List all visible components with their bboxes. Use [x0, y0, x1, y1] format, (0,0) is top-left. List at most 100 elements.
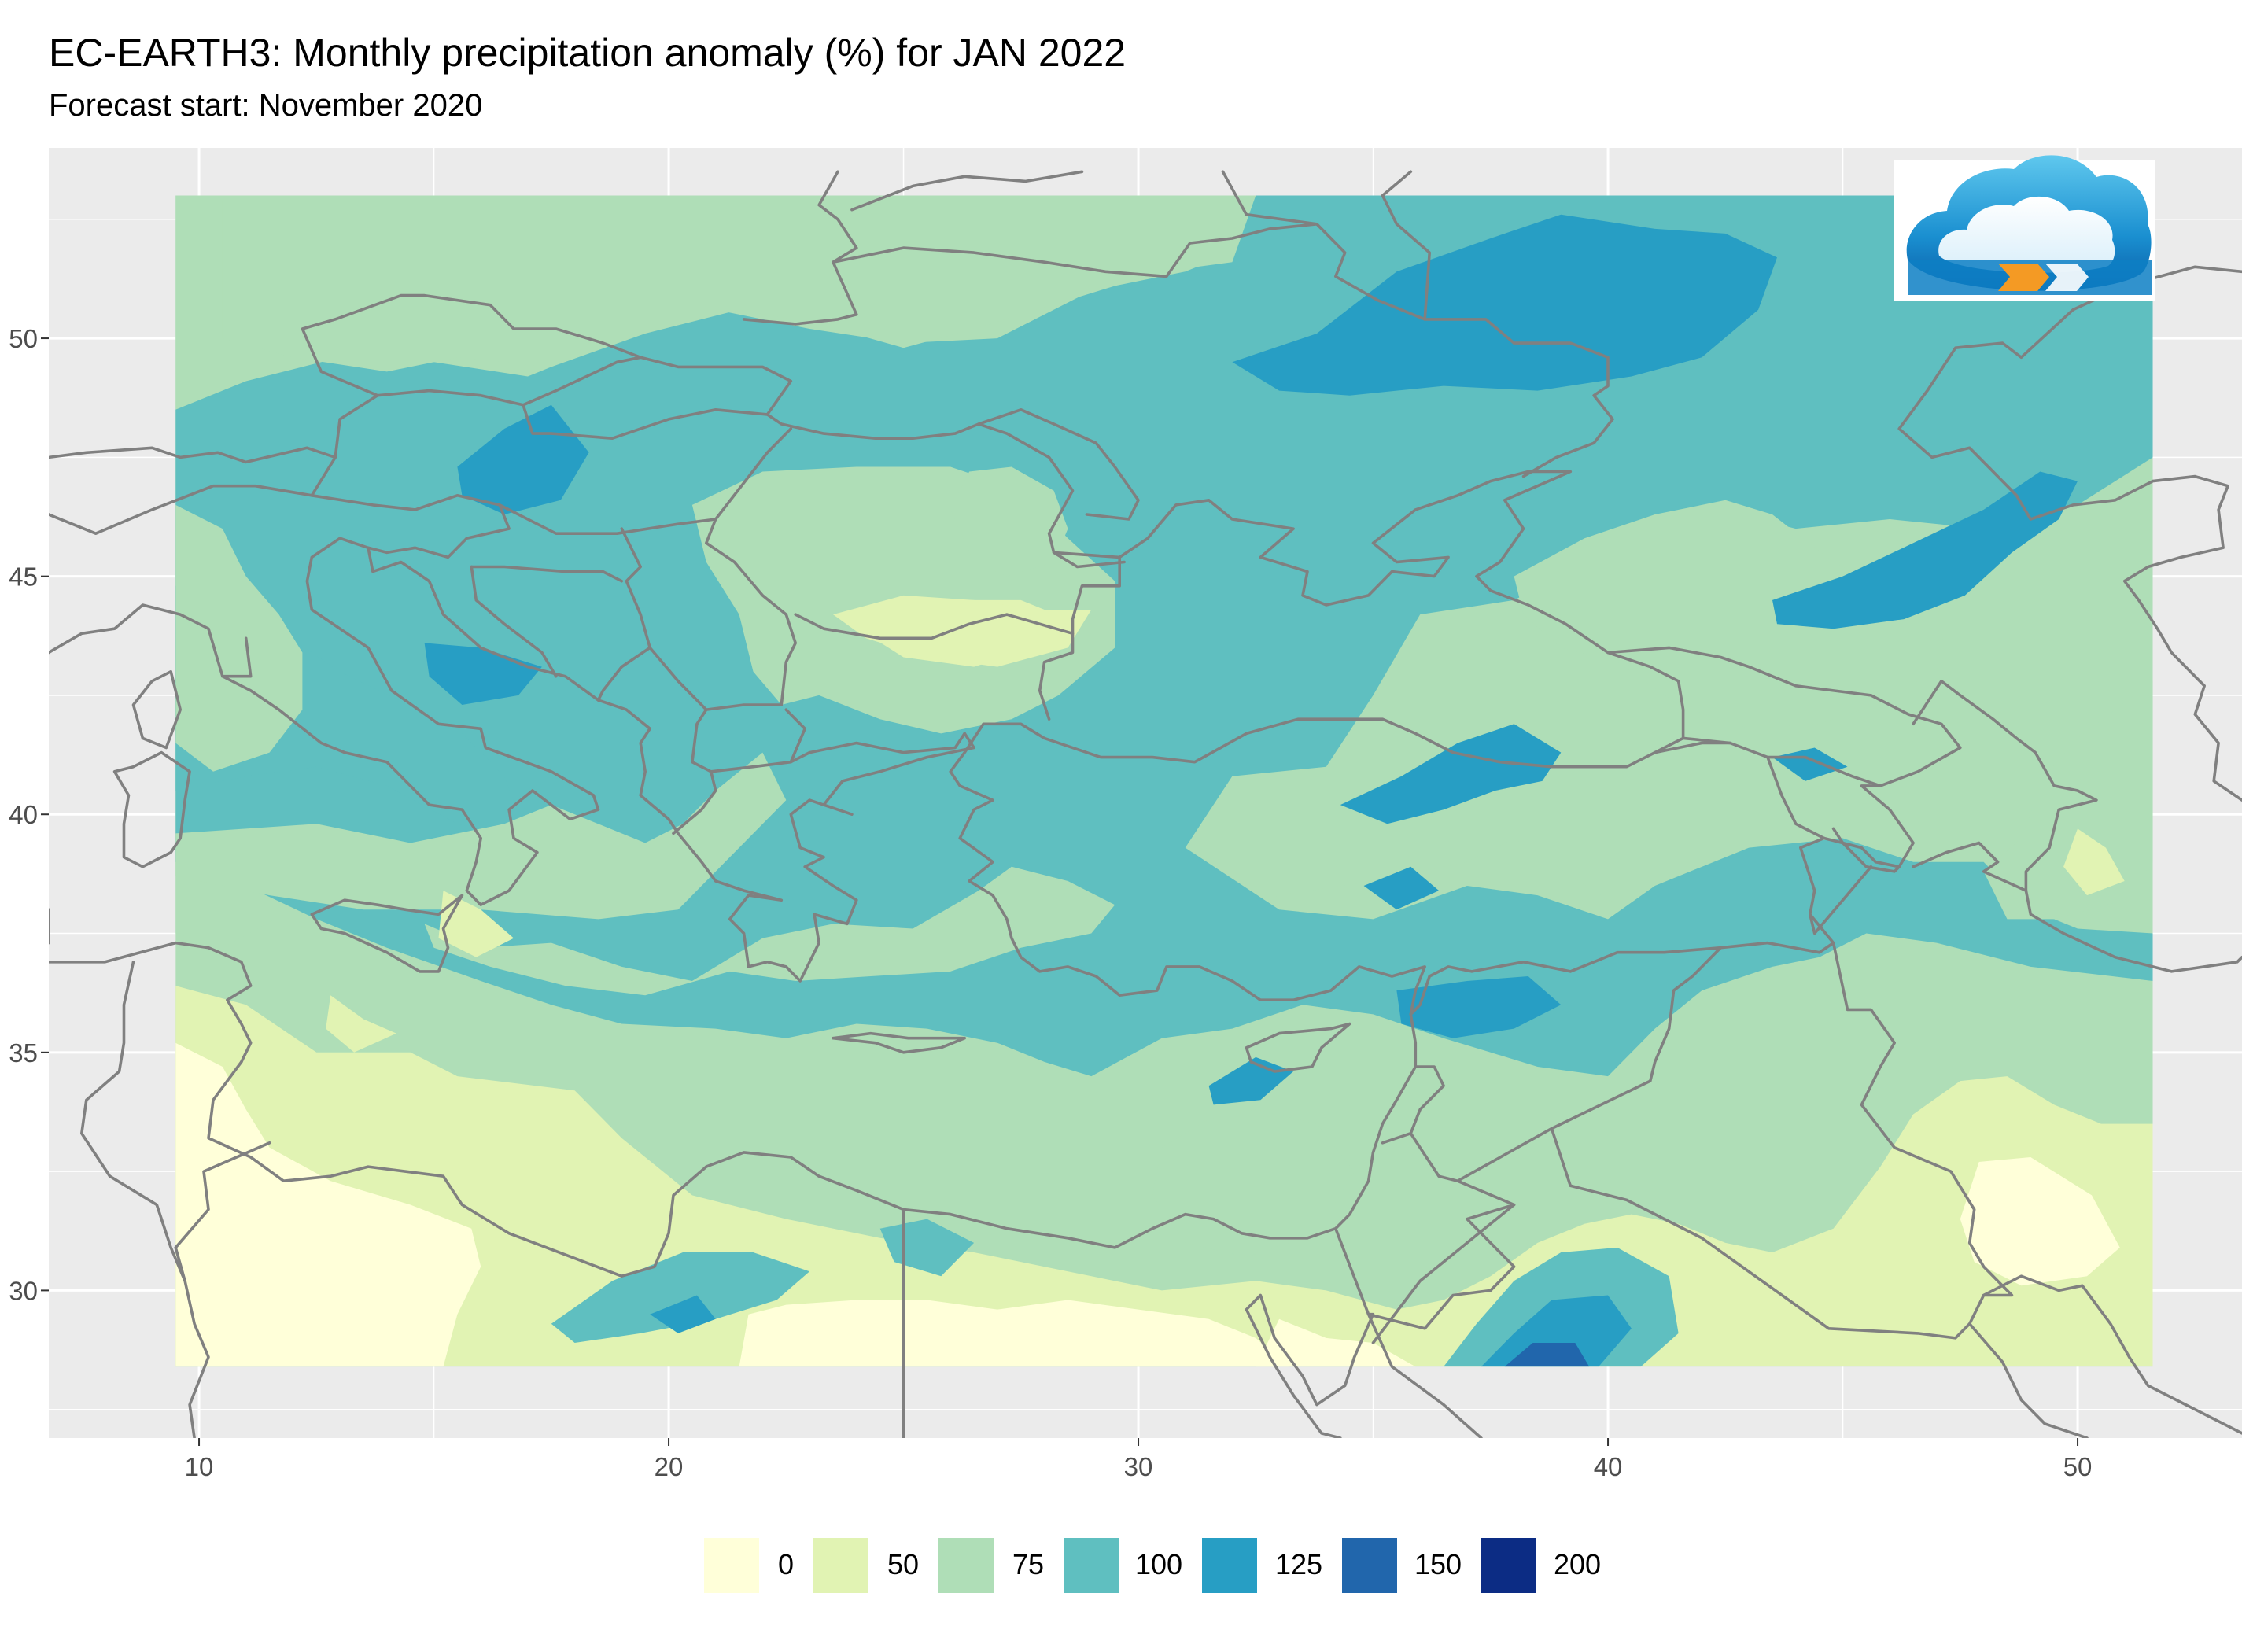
border-line — [49, 941, 253, 1064]
legend-key — [1064, 1538, 1119, 1593]
anomaly-region — [1232, 214, 1777, 396]
border-line — [672, 518, 797, 835]
logo — [1894, 155, 2155, 301]
border-line — [1366, 1179, 1516, 1330]
legend-key — [704, 1538, 759, 1593]
border-line — [174, 1141, 271, 1283]
cloud-logo-icon — [1906, 155, 2152, 295]
border-line — [784, 708, 806, 764]
anomaly-region — [175, 1042, 481, 1367]
chart-subtitle: Forecast start: November 2020 — [49, 88, 483, 123]
y-tick-label: 40 — [9, 800, 38, 829]
border-line — [376, 389, 769, 440]
anomaly-region — [950, 466, 1068, 577]
border-line — [1409, 946, 1723, 1182]
legend-key — [1342, 1538, 1397, 1593]
border-line — [832, 1031, 966, 1054]
border-line — [1982, 1274, 2242, 1435]
legend-label: 100 — [1135, 1548, 1183, 1580]
legend-label: 0 — [778, 1548, 795, 1580]
border-line — [832, 223, 1614, 478]
border-line — [977, 408, 1140, 521]
anomaly-region — [1363, 866, 1440, 910]
border-line — [1371, 1203, 1516, 1344]
border-line — [1245, 1226, 1375, 1438]
border-line — [1809, 865, 1873, 935]
border-line — [522, 356, 642, 407]
anomaly-region — [1396, 976, 1562, 1038]
legend-label: 125 — [1275, 1548, 1323, 1580]
border-line — [850, 170, 1084, 212]
border-line — [1930, 446, 2242, 802]
anomaly-region — [2063, 828, 2125, 896]
anomaly-region — [1772, 471, 2078, 629]
legend-key — [813, 1538, 868, 1593]
y-tick-label: 50 — [9, 324, 38, 353]
y-tick-label: 45 — [9, 562, 38, 592]
border-line — [80, 961, 210, 1438]
anomaly-region — [1152, 1109, 1355, 1257]
y-tick-label: 35 — [9, 1038, 38, 1068]
anomaly-region — [438, 891, 514, 957]
border-line — [49, 484, 511, 559]
x-tick-label: 50 — [2063, 1452, 2093, 1481]
border-line — [131, 669, 182, 750]
anomaly-region — [1256, 1318, 1416, 1367]
border-line — [1912, 841, 2028, 892]
axis-labels: 10 20 30 40 50 30 35 40 45 50 — [9, 324, 2092, 1481]
border-line — [1967, 1322, 2089, 1438]
border-line — [1221, 170, 1318, 226]
border-line — [1831, 827, 1901, 873]
border-line — [498, 427, 793, 535]
legend-label: 150 — [1414, 1548, 1462, 1580]
anomaly-region — [833, 595, 1092, 667]
border-line — [1245, 1022, 1351, 1073]
axis-ticks — [41, 337, 2079, 1446]
border-line — [1653, 741, 1732, 754]
border-line — [112, 750, 191, 868]
anomaly-region — [424, 643, 542, 705]
legend-label: 75 — [1012, 1548, 1045, 1580]
legend-label: 200 — [1554, 1548, 1602, 1580]
anomaly-region — [326, 995, 396, 1053]
anomaly-region — [739, 1300, 1289, 1367]
border-line — [301, 293, 1121, 559]
anomaly-region — [1340, 724, 1562, 824]
anomaly-region — [650, 1295, 716, 1333]
border-line — [49, 537, 975, 983]
anomaly-region — [1890, 1295, 1946, 1367]
border-line — [596, 527, 651, 702]
anomaly-region — [1481, 1295, 1632, 1367]
border-line — [221, 636, 253, 678]
border-line — [1912, 680, 2242, 973]
border-line — [817, 170, 858, 264]
border-line — [794, 613, 1075, 640]
legend-key — [1202, 1538, 1257, 1593]
legend-key — [1481, 1538, 1536, 1593]
border-line — [648, 646, 708, 711]
border-line — [1052, 551, 1126, 569]
border-line — [1381, 1065, 1445, 1145]
anomaly-region — [457, 404, 589, 514]
legend-key — [938, 1538, 994, 1593]
border-line — [1766, 755, 1915, 868]
legend-label: 50 — [887, 1548, 920, 1580]
border-line — [1381, 170, 1431, 321]
x-tick-label: 10 — [185, 1452, 214, 1481]
anomaly-region — [1504, 1343, 1590, 1367]
anomaly-region — [1960, 1157, 2120, 1286]
anomaly-region — [551, 1252, 810, 1343]
border-line — [310, 894, 464, 973]
border-line — [1897, 265, 2242, 459]
border-line — [470, 565, 624, 583]
border-line — [470, 565, 558, 678]
x-tick-label: 40 — [1594, 1452, 1623, 1481]
anomaly-region — [424, 866, 1115, 996]
x-tick-label: 20 — [655, 1452, 684, 1481]
border-line — [1409, 836, 1835, 1016]
x-tick-label: 30 — [1124, 1452, 1153, 1481]
border-line — [1366, 1312, 1483, 1438]
border-line — [742, 313, 858, 326]
border-line — [207, 470, 1685, 1278]
